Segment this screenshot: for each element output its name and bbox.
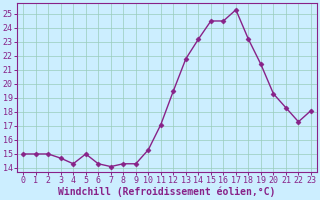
- X-axis label: Windchill (Refroidissement éolien,°C): Windchill (Refroidissement éolien,°C): [58, 187, 276, 197]
